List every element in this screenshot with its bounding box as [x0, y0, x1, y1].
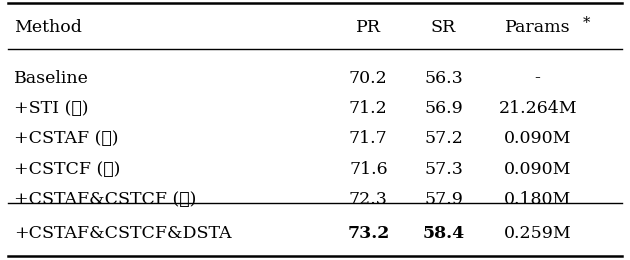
Text: +CSTCF (③): +CSTCF (③)	[14, 161, 120, 178]
Text: Baseline: Baseline	[14, 70, 89, 87]
Text: 71.2: 71.2	[349, 100, 387, 117]
Text: 71.7: 71.7	[349, 130, 387, 147]
Text: +CSTAF&CSTCF (④): +CSTAF&CSTCF (④)	[14, 191, 197, 208]
Text: 0.180M: 0.180M	[504, 191, 571, 208]
Text: SR: SR	[431, 20, 456, 36]
Text: 72.3: 72.3	[349, 191, 387, 208]
Text: 0.090M: 0.090M	[504, 130, 571, 147]
Text: +CSTAF&CSTCF&DSTA: +CSTAF&CSTCF&DSTA	[14, 225, 231, 242]
Text: 58.4: 58.4	[423, 225, 465, 242]
Text: 57.2: 57.2	[424, 130, 463, 147]
Text: +STI (①): +STI (①)	[14, 100, 88, 117]
Text: -: -	[535, 70, 541, 87]
Text: 71.6: 71.6	[349, 161, 387, 178]
Text: 21.264M: 21.264M	[498, 100, 577, 117]
Text: 70.2: 70.2	[349, 70, 387, 87]
Text: 0.090M: 0.090M	[504, 161, 571, 178]
Text: *: *	[583, 16, 590, 30]
Text: 56.3: 56.3	[424, 70, 463, 87]
Text: 56.9: 56.9	[424, 100, 463, 117]
Text: 57.3: 57.3	[424, 161, 463, 178]
Text: PR: PR	[356, 20, 381, 36]
Text: 0.259M: 0.259M	[504, 225, 571, 242]
Text: +CSTAF (②): +CSTAF (②)	[14, 130, 118, 147]
Text: 73.2: 73.2	[347, 225, 389, 242]
Text: Params: Params	[505, 20, 571, 36]
Text: Method: Method	[14, 20, 82, 36]
Text: 57.9: 57.9	[424, 191, 463, 208]
